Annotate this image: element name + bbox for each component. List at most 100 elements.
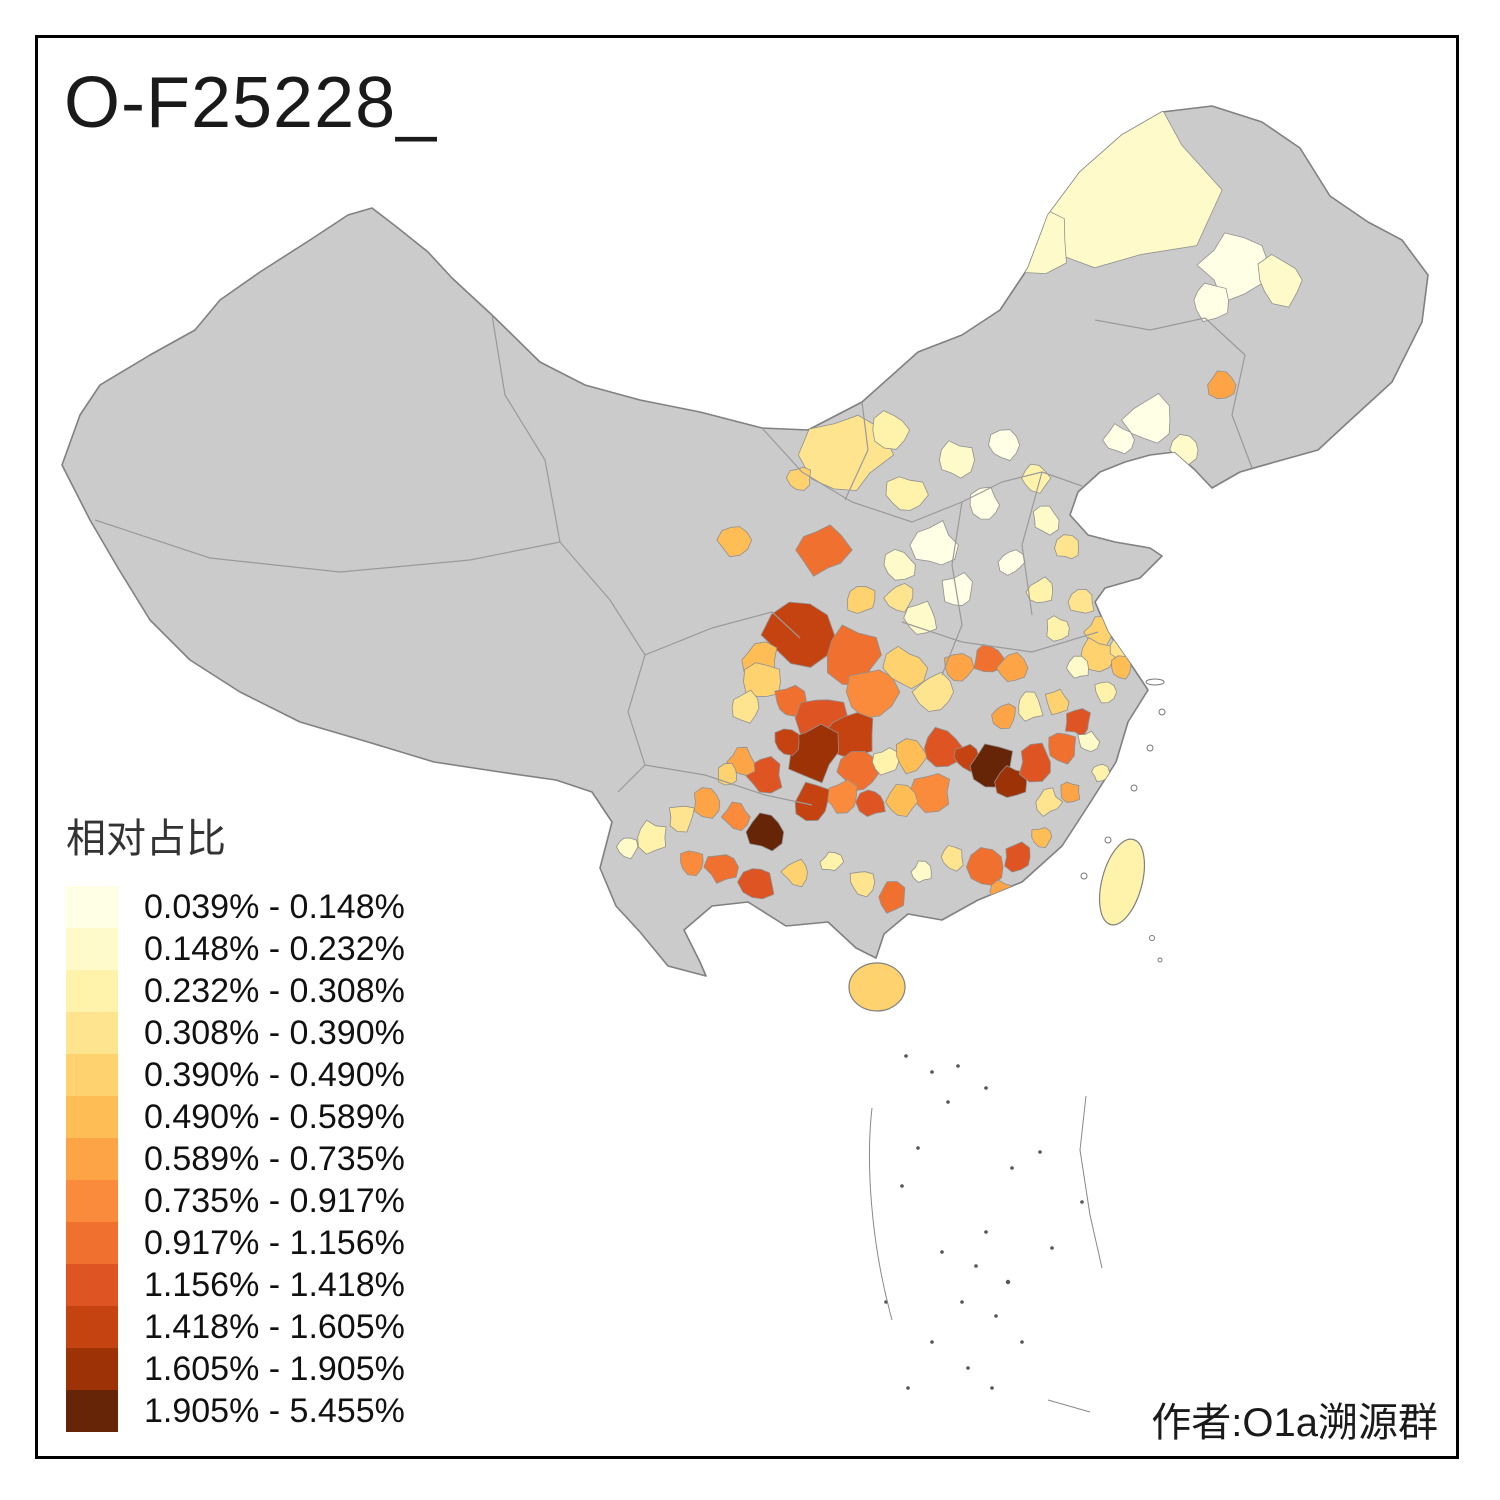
map-region <box>995 651 1029 683</box>
author-credit: 作者:O1a溯源群 <box>1151 1401 1438 1445</box>
page-title: O-F25228_ <box>64 63 438 143</box>
map-region <box>1091 763 1110 783</box>
legend-swatch <box>66 1012 118 1054</box>
legend-row: 0.735% - 0.917% <box>66 1180 405 1222</box>
legend: 相对占比 0.039% - 0.148% 0.148% - 0.232% 0.232… <box>66 806 405 1432</box>
legend-row: 1.605% - 1.905% <box>66 1348 405 1390</box>
map-region <box>855 789 886 818</box>
legend-swatch <box>66 1180 118 1222</box>
legend-row: 1.156% - 1.418% <box>66 1264 405 1306</box>
map-region <box>1060 781 1081 803</box>
map-region <box>973 644 1005 673</box>
map-region <box>737 868 775 900</box>
map-region <box>743 662 781 697</box>
map-region <box>819 851 845 872</box>
legend-swatch <box>66 970 118 1012</box>
map-region <box>1067 588 1095 614</box>
legend-swatch <box>66 1306 118 1348</box>
legend-label: 0.232% - 0.308% <box>144 971 405 1010</box>
map-region <box>745 812 785 852</box>
map-region <box>703 854 739 884</box>
map-region <box>1021 463 1052 494</box>
legend-swatch <box>66 1264 118 1306</box>
map-region <box>878 881 906 914</box>
map-region <box>1169 433 1199 467</box>
map-region <box>1207 370 1237 400</box>
legend-row: 0.917% - 1.156% <box>66 1222 405 1264</box>
legend-label: 1.156% - 1.418% <box>144 1265 405 1304</box>
legend-swatch <box>66 1054 118 1096</box>
legend-swatch <box>66 1138 118 1180</box>
hainan-island <box>848 962 906 1012</box>
map-region <box>883 582 914 613</box>
map-region <box>1094 681 1118 704</box>
map-region <box>1193 282 1229 322</box>
legend-row: 0.232% - 0.308% <box>66 970 405 1012</box>
map-region <box>731 689 760 724</box>
map-region <box>969 486 1001 520</box>
legend-row: 1.905% - 5.455% <box>66 1390 405 1432</box>
map-region <box>1018 742 1051 783</box>
map-region <box>1044 688 1070 716</box>
map-region <box>1018 691 1044 722</box>
map-region <box>871 747 900 776</box>
legend-label: 0.308% - 0.390% <box>144 1013 405 1052</box>
legend-row: 0.589% - 0.735% <box>66 1138 405 1180</box>
map-region <box>1025 576 1054 604</box>
legend-row: 0.490% - 0.589% <box>66 1096 405 1138</box>
legend-swatch <box>66 928 118 970</box>
map-region <box>1065 655 1089 679</box>
map-region <box>693 787 721 819</box>
map-region <box>1048 732 1077 765</box>
legend-row: 0.148% - 0.232% <box>66 928 405 970</box>
legend-label: 0.735% - 0.917% <box>144 1181 405 1220</box>
map-region <box>997 549 1026 576</box>
map-region <box>872 410 911 450</box>
map-region <box>1196 232 1270 304</box>
legend-swatch <box>66 1390 118 1432</box>
legend-label: 0.039% - 0.148% <box>144 887 405 926</box>
map-region <box>988 429 1021 461</box>
legend-row: 0.308% - 0.390% <box>66 1012 405 1054</box>
map-region <box>923 726 964 768</box>
map-region <box>939 440 976 479</box>
map-region <box>1120 392 1171 444</box>
legend-label: 0.917% - 1.156% <box>144 1223 405 1262</box>
map-region <box>637 819 667 855</box>
taiwan-island <box>1098 838 1146 926</box>
legend-label: 0.390% - 0.490% <box>144 1055 405 1094</box>
province-borders <box>94 314 1253 806</box>
map-region <box>846 585 876 614</box>
legend-swatch <box>66 1222 118 1264</box>
map-region <box>1046 615 1070 642</box>
map-region <box>795 524 853 577</box>
map-region <box>780 858 808 888</box>
legend-swatch <box>66 1348 118 1390</box>
map-region <box>1054 534 1079 560</box>
legend-row: 0.390% - 0.490% <box>66 1054 405 1096</box>
legend-label: 1.905% - 5.455% <box>144 1391 405 1430</box>
map-region <box>774 728 800 756</box>
map-region <box>680 850 704 877</box>
map-region <box>720 801 751 832</box>
map-region <box>849 871 876 898</box>
map-region <box>895 738 928 775</box>
legend-label: 0.589% - 0.735% <box>144 1139 405 1178</box>
map-region <box>882 645 929 690</box>
map-region <box>716 526 753 558</box>
south-sea-islands <box>884 1054 1084 1390</box>
map-region <box>1004 841 1031 873</box>
map-region <box>616 837 639 860</box>
legend-row: 1.418% - 1.605% <box>66 1306 405 1348</box>
legend-label: 1.605% - 1.905% <box>144 1349 405 1388</box>
map-region <box>991 703 1016 730</box>
legend-label: 1.418% - 1.605% <box>144 1307 405 1346</box>
legend-label: 0.490% - 0.589% <box>144 1097 405 1136</box>
legend-swatch <box>66 1096 118 1138</box>
neighbor-coastlines <box>868 1095 1103 1413</box>
map-region <box>885 783 919 817</box>
map-region <box>1077 730 1101 753</box>
map-region <box>845 669 901 719</box>
map-region <box>941 571 973 606</box>
